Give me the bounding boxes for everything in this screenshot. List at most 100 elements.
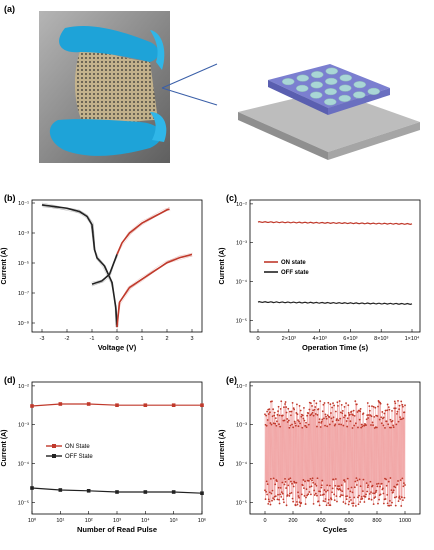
off-point	[290, 480, 292, 483]
off-point	[308, 491, 311, 493]
on-point	[372, 424, 374, 427]
off-point	[399, 498, 401, 500]
off-point	[354, 505, 357, 507]
off-point	[370, 491, 372, 494]
electrode-dot	[311, 71, 324, 79]
on-point	[382, 416, 385, 419]
on-point	[326, 425, 329, 428]
off-point	[298, 496, 300, 499]
y-tick-label: 10⁻³	[18, 231, 29, 237]
on-point	[337, 419, 340, 422]
iv-cycle-trace	[42, 206, 119, 327]
off-point	[265, 480, 268, 483]
on-point	[271, 415, 274, 418]
off-point	[292, 485, 295, 488]
off-point	[392, 491, 394, 494]
on-point	[303, 419, 306, 422]
off-point	[351, 491, 354, 494]
off-point	[355, 477, 358, 480]
on-point	[320, 420, 323, 423]
on-point	[274, 422, 277, 425]
x-tick-label: 4×10³	[312, 336, 326, 342]
on-point	[332, 416, 335, 419]
on-point	[366, 402, 369, 404]
on-point	[305, 421, 307, 424]
off-point	[353, 486, 356, 489]
off-point	[316, 494, 318, 497]
on-point	[389, 418, 392, 421]
off-point	[277, 486, 280, 489]
on-point	[359, 408, 362, 410]
on-point	[313, 399, 316, 402]
off-point	[361, 497, 364, 500]
off-point	[379, 485, 381, 488]
plot-frame	[31, 381, 203, 515]
x-tick-label: 800	[372, 518, 381, 524]
off-point	[278, 498, 280, 501]
on-point	[344, 414, 347, 417]
off-point	[306, 494, 309, 497]
off-point	[391, 501, 393, 504]
off-point	[276, 498, 279, 501]
off-point	[309, 478, 312, 480]
off-point	[396, 483, 399, 486]
off-point	[364, 495, 367, 498]
electrode-dot	[325, 67, 338, 75]
off-point	[402, 482, 405, 485]
on-point	[404, 404, 406, 407]
off-point	[400, 505, 403, 507]
off-point	[279, 493, 282, 496]
panel-label-d: (d)	[4, 375, 16, 385]
off-point	[304, 503, 307, 505]
off-point	[341, 494, 344, 497]
on-point	[310, 402, 312, 405]
on-point	[269, 411, 271, 414]
off-point	[278, 502, 281, 505]
off-point	[333, 499, 336, 502]
switching-trace	[264, 400, 406, 506]
off-point	[324, 500, 326, 503]
off-point	[346, 495, 349, 498]
x-axis-label: Number of Read Pulse	[77, 525, 157, 534]
legend-label: OFF State	[65, 454, 93, 460]
on-point	[354, 400, 357, 402]
on-point	[365, 418, 368, 421]
on-point	[354, 422, 357, 425]
electrode-dot	[296, 84, 309, 92]
on-point	[341, 410, 344, 412]
off-point	[354, 480, 357, 483]
on-point	[338, 400, 341, 402]
off-point	[363, 501, 366, 503]
off-point	[323, 493, 325, 496]
y-axis-label: Current (A)	[219, 248, 226, 285]
on-point	[402, 417, 405, 420]
off-point	[285, 487, 288, 489]
off-point	[399, 479, 402, 482]
off-point	[339, 495, 342, 498]
on-point	[291, 423, 293, 426]
on-point	[324, 413, 327, 416]
x-tick-label: 6×10³	[343, 336, 357, 342]
on-point	[367, 417, 370, 419]
on-point	[393, 407, 396, 410]
off-point	[338, 485, 340, 488]
x-tick-label: -1	[90, 336, 95, 342]
off-point	[269, 477, 272, 480]
on-point	[351, 427, 354, 429]
on-point	[277, 410, 279, 413]
top-electrodes	[282, 67, 380, 106]
off-point	[305, 488, 308, 491]
x-tick-label: 0	[115, 336, 118, 342]
off-point	[313, 489, 316, 492]
off-point	[296, 503, 299, 506]
off-point	[335, 495, 338, 498]
electrode-dot	[324, 88, 337, 96]
x-tick-label: 2×10³	[282, 336, 296, 342]
off-point	[284, 481, 287, 483]
off-point	[329, 504, 332, 507]
off-point	[326, 484, 329, 487]
panel-label-a: (a)	[4, 4, 15, 14]
on-point	[284, 403, 286, 405]
electrode-dot	[324, 98, 337, 106]
on-point	[308, 408, 311, 411]
